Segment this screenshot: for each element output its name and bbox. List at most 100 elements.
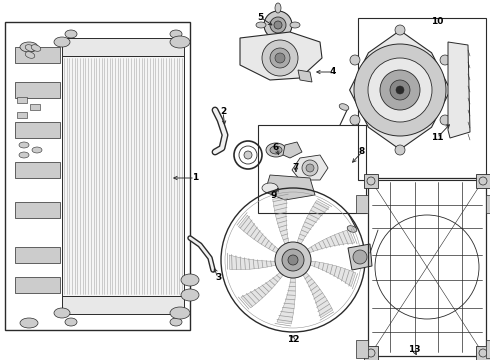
Text: 9: 9 (271, 192, 277, 201)
Circle shape (306, 164, 314, 172)
Polygon shape (297, 201, 329, 244)
Circle shape (270, 48, 290, 68)
Ellipse shape (290, 22, 300, 28)
Circle shape (302, 160, 318, 176)
Bar (476, 346, 490, 360)
Polygon shape (307, 229, 355, 253)
Bar (368, 178, 486, 356)
Text: 11: 11 (431, 134, 443, 143)
Text: 7: 7 (293, 163, 299, 172)
Ellipse shape (32, 147, 42, 153)
Ellipse shape (65, 318, 77, 326)
Bar (15, 202, 60, 218)
Polygon shape (283, 142, 302, 158)
Circle shape (244, 151, 252, 159)
Ellipse shape (20, 42, 38, 52)
Circle shape (270, 17, 286, 33)
Ellipse shape (275, 3, 281, 13)
Text: 13: 13 (408, 346, 420, 355)
Ellipse shape (170, 30, 182, 38)
Ellipse shape (65, 30, 77, 38)
Bar (358, 18, 486, 180)
Bar (30, 104, 40, 110)
Bar (364, 346, 378, 360)
Circle shape (390, 80, 410, 100)
Circle shape (353, 250, 367, 264)
Bar (15, 277, 60, 293)
Text: 6: 6 (273, 144, 279, 153)
Polygon shape (239, 215, 278, 253)
Bar (356, 340, 368, 358)
Bar (62, 56, 184, 296)
Bar (17, 112, 27, 118)
Ellipse shape (347, 226, 357, 232)
Circle shape (440, 55, 450, 65)
Circle shape (274, 21, 282, 29)
Polygon shape (265, 175, 315, 200)
Ellipse shape (262, 183, 278, 193)
Bar (486, 195, 490, 213)
Circle shape (264, 11, 292, 39)
Bar (15, 122, 60, 138)
Ellipse shape (181, 289, 199, 301)
Polygon shape (241, 273, 283, 308)
Polygon shape (303, 272, 333, 318)
Ellipse shape (19, 152, 29, 158)
Ellipse shape (266, 143, 286, 157)
Text: 1: 1 (192, 174, 198, 183)
Ellipse shape (270, 146, 282, 154)
Ellipse shape (339, 104, 349, 110)
Circle shape (354, 44, 446, 136)
Circle shape (275, 53, 285, 63)
Polygon shape (292, 155, 328, 180)
Bar (17, 97, 27, 103)
Circle shape (275, 242, 311, 278)
Bar (5, 22, 190, 330)
Polygon shape (229, 255, 276, 270)
Ellipse shape (54, 308, 70, 318)
Ellipse shape (275, 37, 281, 47)
Text: 12: 12 (287, 336, 299, 345)
Circle shape (440, 115, 450, 125)
Polygon shape (448, 42, 470, 138)
Bar (62, 296, 184, 314)
Bar (364, 174, 378, 188)
Circle shape (262, 40, 298, 76)
Text: 5: 5 (257, 13, 263, 22)
Circle shape (395, 145, 405, 155)
Bar (15, 247, 60, 263)
Circle shape (282, 249, 304, 271)
Text: 8: 8 (359, 148, 365, 157)
Circle shape (396, 86, 404, 94)
Bar (15, 47, 60, 63)
Polygon shape (273, 196, 289, 244)
Ellipse shape (54, 37, 70, 47)
Bar (486, 340, 490, 358)
Ellipse shape (170, 318, 182, 326)
Bar (62, 38, 184, 56)
Ellipse shape (256, 22, 266, 28)
Circle shape (350, 115, 360, 125)
Circle shape (395, 25, 405, 35)
Polygon shape (348, 244, 372, 270)
Circle shape (350, 55, 360, 65)
Text: 3: 3 (215, 274, 221, 283)
Ellipse shape (170, 307, 190, 319)
Bar (356, 195, 368, 213)
Ellipse shape (25, 52, 35, 58)
Polygon shape (240, 32, 322, 80)
Text: 10: 10 (431, 18, 443, 27)
Text: 4: 4 (330, 68, 336, 77)
Circle shape (288, 255, 298, 265)
Ellipse shape (31, 45, 41, 51)
Polygon shape (349, 31, 450, 149)
Ellipse shape (170, 36, 190, 48)
Bar (476, 174, 490, 188)
Circle shape (380, 70, 420, 110)
Ellipse shape (19, 142, 29, 148)
Ellipse shape (181, 274, 199, 286)
Bar (15, 82, 60, 98)
Ellipse shape (25, 45, 35, 51)
Ellipse shape (20, 318, 38, 328)
Bar (15, 162, 60, 178)
